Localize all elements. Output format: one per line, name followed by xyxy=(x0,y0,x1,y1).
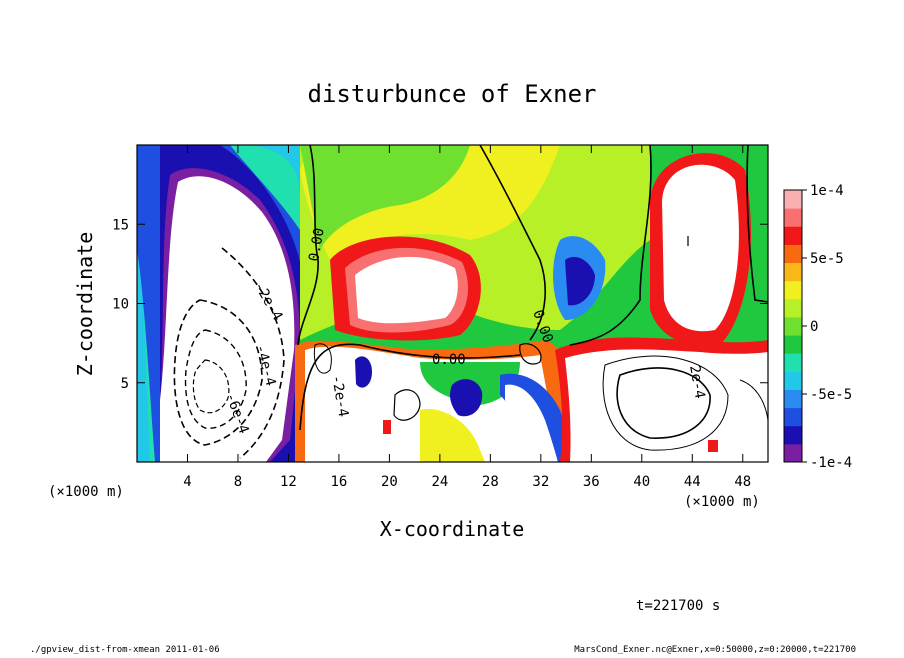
footer-right: MarsCond_Exner.nc@Exner,x=0:50000,z=0:20… xyxy=(574,645,856,654)
colorbar-tick-label: -5e-5 xyxy=(810,387,852,403)
contour-label: 2e-4 xyxy=(686,364,708,400)
contour-label: -2e-4 xyxy=(328,374,351,418)
x-tick-label: 48 xyxy=(734,474,751,490)
colorbar-segment xyxy=(784,280,802,300)
colorbar-tick-label: 1e-4 xyxy=(810,183,844,199)
chart-title: disturbunce of Exner xyxy=(308,80,597,108)
y-tick-label: 5 xyxy=(121,376,129,392)
footer-left: ./gpview_dist-from-xmean 2011-01-06 xyxy=(30,645,220,654)
x-tick-label: 8 xyxy=(234,474,242,490)
x-unit: (×1000 m) xyxy=(48,484,124,500)
time-label: t=221700 s xyxy=(636,598,720,614)
x-tick-label: 28 xyxy=(482,474,499,490)
colorbar-segment xyxy=(784,316,802,336)
colorbar-segment xyxy=(784,335,802,354)
contour-label: 0.00 xyxy=(432,352,466,368)
x-tick-label: 36 xyxy=(583,474,600,490)
colorbar-segment xyxy=(784,298,802,318)
colorbar-tick-label: -1e-4 xyxy=(810,455,852,471)
colorbar-segment xyxy=(784,407,802,427)
x-unit: (×1000 m) xyxy=(684,494,760,510)
x-tick-label: 24 xyxy=(431,474,448,490)
colorbar-tick-label: 0 xyxy=(810,319,818,335)
x-tick-label: 20 xyxy=(381,474,398,490)
x-tick-label: 32 xyxy=(532,474,549,490)
x-tick-label: 16 xyxy=(330,474,347,490)
x-tick-label: 4 xyxy=(183,474,191,490)
colorbar-segment xyxy=(784,190,802,209)
contour-lines xyxy=(173,145,768,459)
colorbar-tick-label: 5e-5 xyxy=(810,251,844,267)
x-tick-label: 40 xyxy=(633,474,650,490)
colorbar-segment xyxy=(784,389,802,409)
colorbar-segment xyxy=(784,443,802,463)
contour-label: 0.00 xyxy=(306,227,328,263)
x-tick-label: 44 xyxy=(684,474,701,490)
y-tick-label: 15 xyxy=(112,217,129,233)
y-axis-label: Z-coordinate xyxy=(73,232,97,377)
colorbar-segment xyxy=(784,371,802,390)
x-axis-label: X-coordinate xyxy=(380,517,525,541)
y-tick-label: 10 xyxy=(112,297,129,313)
colorbar-segment xyxy=(784,353,802,372)
x-tick-label: 12 xyxy=(280,474,297,490)
colorbar-segment xyxy=(784,244,802,264)
colorbar-segment xyxy=(784,226,802,245)
colorbar-segment xyxy=(784,425,802,445)
colorbar-segment xyxy=(784,262,802,282)
field xyxy=(137,145,768,462)
colorbar-segment xyxy=(784,208,802,227)
